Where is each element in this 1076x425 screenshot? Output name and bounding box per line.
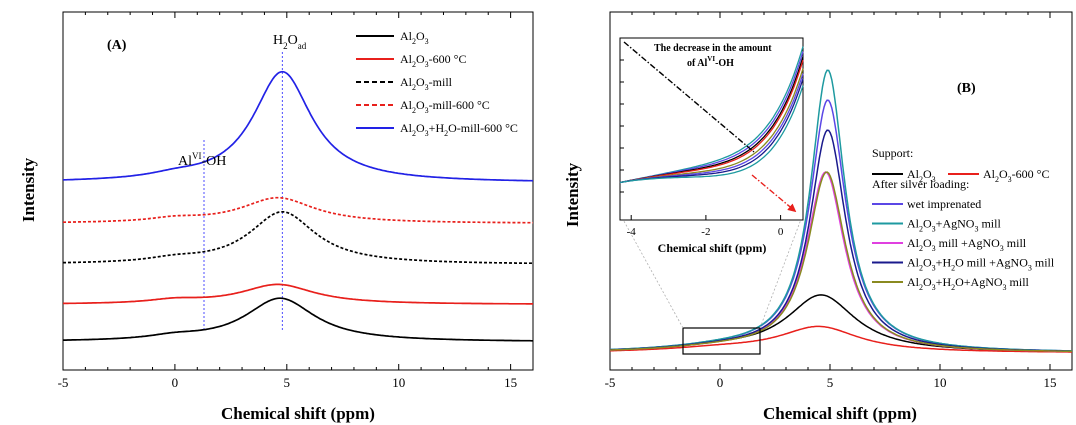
legend-entry: Al2O3+H2O-mill-600 °C <box>400 121 518 138</box>
inset-x-ticks: -4 -2 0 <box>620 59 784 238</box>
legend-entry: Al2O3 <box>907 167 936 184</box>
legend-entry: wet imprenated <box>907 197 981 211</box>
series-line <box>610 171 1072 353</box>
panel-a-series <box>62 70 534 342</box>
panel-b-legend: Support: After silver loading:Al2O3 Al2O3-… <box>872 146 1055 292</box>
inset-note-line2: of AlVI-OH <box>687 55 734 69</box>
x-tick-label: -5 <box>58 375 69 390</box>
x-tick-label: 5 <box>284 375 291 390</box>
inset-series <box>619 46 804 184</box>
panel-b-x-axis-title: Chemical shift (ppm) <box>763 404 917 423</box>
legend-group-silver: After silver loading: <box>872 177 969 191</box>
x-tick-label: 10 <box>392 375 405 390</box>
panel-b-frame <box>609 11 1073 371</box>
series-line <box>63 210 534 265</box>
annotation-al-oh: AlVI-OH <box>178 151 226 169</box>
panel-b-y-axis-title: Intensity <box>563 162 582 227</box>
zoom-region-box <box>682 327 761 355</box>
panel-a-label: (A) <box>107 38 127 53</box>
zoom-leader-right <box>759 213 804 329</box>
series-line <box>63 283 533 305</box>
panel-a-legend: Al2O3 Al2O3-600 °C Al2O3-mill Al2O3-mill-60… <box>356 29 518 138</box>
legend-entry: Al2O3-600 °C <box>983 167 1049 184</box>
panel-b-x-ticks: -5 0 5 10 15 <box>605 12 1073 390</box>
legend-entry: Al2O3-mill-600 °C <box>400 98 490 115</box>
panel-b-series <box>609 69 1072 353</box>
series-line <box>610 325 1072 353</box>
panel-a-y-axis-title: Intensity <box>19 157 38 222</box>
inset-series-line <box>619 85 804 184</box>
series-line <box>62 70 534 182</box>
panel-a: -5 0 5 10 15 (A) AlVI-OH H2Oad Al2O3 Al2O3-60… <box>19 11 534 423</box>
inset-chart: -4 -2 0 The decrease in the amount of AlVI… <box>619 37 804 255</box>
legend-entry: Al2O3+H2O+AgNO3 mill <box>907 275 1030 292</box>
legend-entry: Al2O3 <box>400 29 429 46</box>
series-line <box>63 297 533 342</box>
x-tick-label: 0 <box>172 375 179 390</box>
zoom-leader-left <box>619 213 684 329</box>
legend-group-support: Support: <box>872 146 913 160</box>
x-tick-label: 15 <box>1044 375 1057 390</box>
legend-entry: Al2O3 mill +AgNO3 mill <box>907 236 1027 253</box>
panel-b: -5 0 5 10 15 (B) Support: After silver loadin… <box>563 11 1073 423</box>
panel-a-guide-lines <box>203 52 283 332</box>
inset-note-line1: The decrease in the amount <box>654 43 772 54</box>
series-line <box>63 196 533 224</box>
inset-arrow-black <box>623 41 755 153</box>
inset-x-tick-label: -4 <box>627 226 637 238</box>
x-tick-label: -5 <box>605 375 616 390</box>
legend-entry: Al2O3+AgNO3 mill <box>907 217 1001 234</box>
series-line <box>609 294 1072 353</box>
x-tick-label: 10 <box>934 375 947 390</box>
legend-entry: Al2O3+H2O mill +AgNO3 mill <box>907 256 1055 273</box>
x-tick-label: 15 <box>504 375 517 390</box>
panel-a-x-axis-title: Chemical shift (ppm) <box>221 404 375 423</box>
inset-x-tick-label: -2 <box>701 226 710 238</box>
inset-x-axis-title: Chemical shift (ppm) <box>658 241 767 255</box>
legend-entry: Al2O3-600 °C <box>400 52 466 69</box>
inset-arrow-red <box>751 174 797 213</box>
annotation-h2o-ad: H2Oad <box>273 33 307 51</box>
x-tick-label: 0 <box>717 375 724 390</box>
panel-a-x-ticks: -5 0 5 10 15 <box>58 12 534 390</box>
x-tick-label: 5 <box>827 375 834 390</box>
inset-frame <box>619 37 804 221</box>
panel-a-frame <box>62 11 534 371</box>
legend-entry: Al2O3-mill <box>400 75 453 92</box>
panel-b-label: (B) <box>957 81 976 96</box>
inset-x-tick-label: 0 <box>778 226 784 238</box>
